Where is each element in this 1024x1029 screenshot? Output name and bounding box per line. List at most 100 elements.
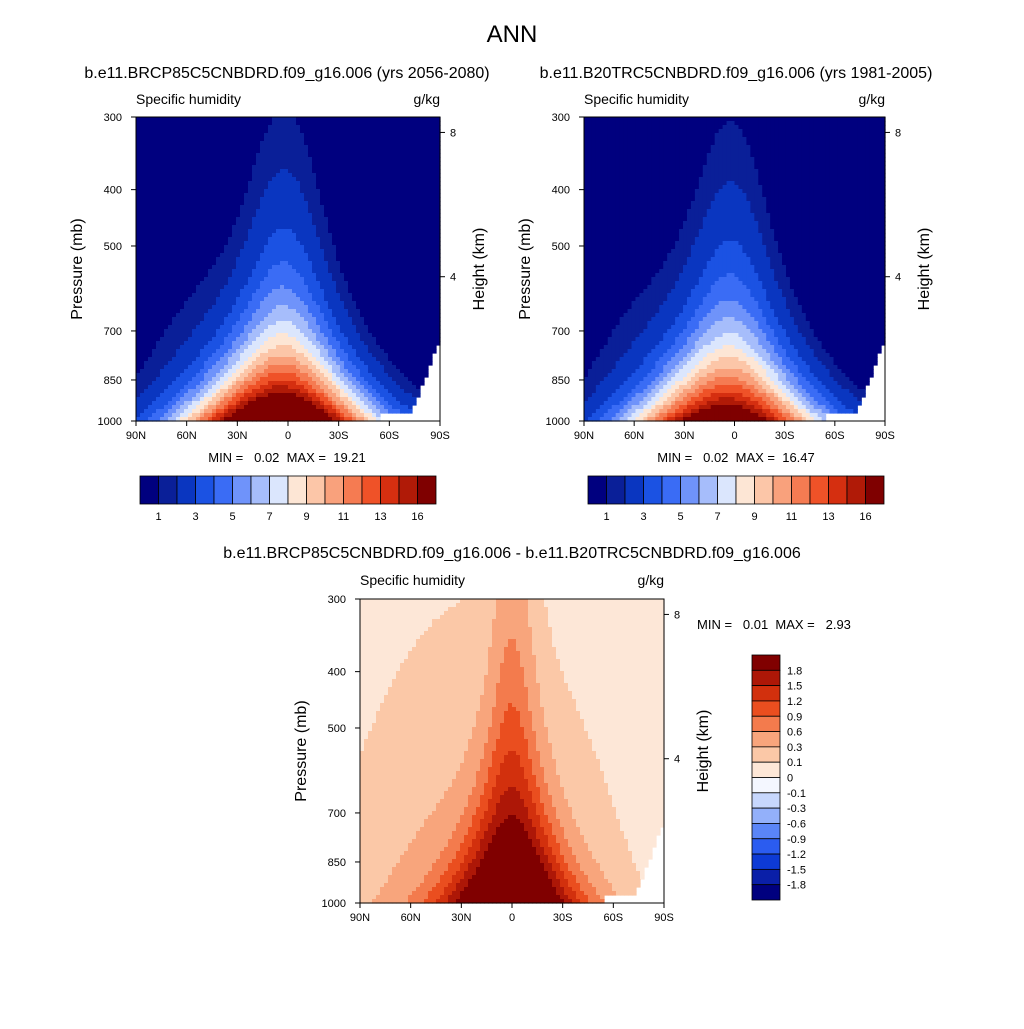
contour-cell <box>360 117 365 122</box>
contour-cell <box>188 233 193 238</box>
contour-cell <box>380 261 385 266</box>
contour-cell <box>216 161 221 166</box>
contour-cell <box>408 149 413 154</box>
contour-cell <box>392 309 397 314</box>
contour-cell <box>308 369 313 374</box>
contour-cell <box>212 285 217 290</box>
contour-cell <box>396 189 401 194</box>
contour-cell <box>152 249 157 254</box>
contour-cell <box>180 217 185 222</box>
contour-cell <box>276 341 281 346</box>
contour-cell <box>236 165 241 170</box>
contour-cell <box>264 305 269 310</box>
contour-cell <box>412 269 417 274</box>
contour-cell <box>408 361 413 366</box>
contour-cell <box>212 129 217 134</box>
contour-cell <box>324 141 329 146</box>
contour-cell <box>188 185 193 190</box>
contour-cell <box>412 301 417 306</box>
contour-cell <box>408 229 413 234</box>
contour-cell <box>312 249 317 254</box>
contour-cell <box>292 229 297 234</box>
contour-cell <box>188 245 193 250</box>
contour-cell <box>320 329 325 334</box>
contour-cell <box>260 373 265 378</box>
contour-cell <box>372 117 377 122</box>
contour-cell <box>140 213 145 218</box>
contour-cell <box>420 145 425 150</box>
contour-cell <box>244 137 249 142</box>
contour-cell <box>228 285 233 290</box>
contour-cell <box>232 297 237 302</box>
contour-cell <box>168 345 173 350</box>
contour-cell <box>248 281 253 286</box>
contour-cell <box>288 137 293 142</box>
contour-cell <box>340 229 345 234</box>
contour-cell <box>252 161 257 166</box>
contour-cell <box>312 309 317 314</box>
contour-cell <box>180 249 185 254</box>
contour-cell <box>224 301 229 306</box>
contour-cell <box>436 217 441 222</box>
contour-cell <box>284 341 289 346</box>
contour-cell <box>184 225 189 230</box>
contour-cell <box>428 289 433 294</box>
contour-cell <box>200 257 205 262</box>
contour-cell <box>192 153 197 158</box>
contour-cell <box>224 145 229 150</box>
contour-cell <box>436 205 441 210</box>
contour-cell <box>308 313 313 318</box>
contour-cell <box>136 253 141 258</box>
contour-cell <box>380 205 385 210</box>
contour-cell <box>212 273 217 278</box>
contour-cell <box>180 145 185 150</box>
contour-cell <box>400 289 405 294</box>
contour-cell <box>208 345 213 350</box>
contour-cell <box>416 121 421 126</box>
contour-cell <box>352 357 357 362</box>
contour-cell <box>392 369 397 374</box>
contour-cell <box>192 377 197 382</box>
contour-cell <box>400 173 405 178</box>
contour-cell <box>172 177 177 182</box>
contour-cell <box>180 165 185 170</box>
contour-cell <box>296 337 301 342</box>
contour-cell <box>424 321 429 326</box>
contour-cell <box>368 313 373 318</box>
contour-cell <box>256 317 261 322</box>
contour-cell <box>296 137 301 142</box>
contour-cell <box>208 145 213 150</box>
contour-cell <box>356 245 361 250</box>
contour-cell <box>336 221 341 226</box>
contour-cell <box>292 361 297 366</box>
contour-cell <box>280 297 285 302</box>
contour-cell <box>164 213 169 218</box>
contour-cell <box>216 153 221 158</box>
contour-cell <box>424 157 429 162</box>
contour-cell <box>192 261 197 266</box>
contour-cell <box>188 281 193 286</box>
contour-cell <box>300 329 305 334</box>
contour-cell <box>424 225 429 230</box>
contour-cell <box>364 357 369 362</box>
contour-cell <box>388 365 393 370</box>
contour-cell <box>336 153 341 158</box>
contour-cell <box>280 225 285 230</box>
contour-cell <box>192 169 197 174</box>
contour-cell <box>248 125 253 130</box>
contour-cell <box>280 285 285 290</box>
contour-cell <box>252 333 257 338</box>
contour-cell <box>320 221 325 226</box>
contour-cell <box>268 117 273 122</box>
contour-cell <box>344 265 349 270</box>
contour-cell <box>204 237 209 242</box>
contour-cell <box>260 121 265 126</box>
contour-cell <box>396 377 401 382</box>
contour-cell <box>232 161 237 166</box>
contour-cell <box>356 201 361 206</box>
contour-cell <box>388 297 393 302</box>
contour-cell <box>368 257 373 262</box>
contour-cell <box>360 357 365 362</box>
contour-cell <box>356 349 361 354</box>
contour-cell <box>224 209 229 214</box>
